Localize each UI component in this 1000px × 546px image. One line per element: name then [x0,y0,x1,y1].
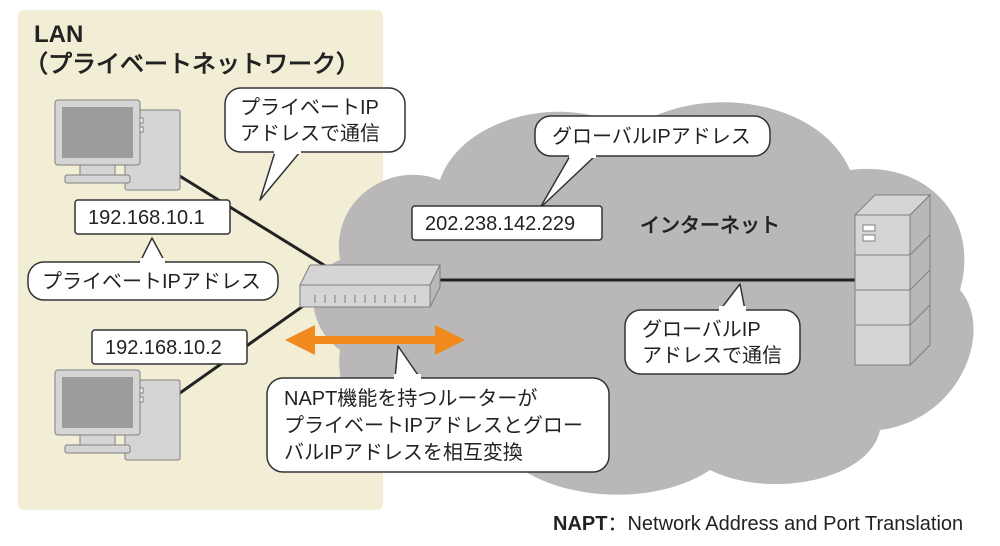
global-ip-label: グローバルIPアドレス [552,125,751,148]
napt-desc-l2: プライベートIPアドレスとグロー [284,414,583,437]
pc1-icon [55,100,180,190]
lan-title-1: LAN [34,21,83,48]
ip-box-pc1: 192.168.10.1 [75,200,230,234]
diagram-canvas: LAN （プライベートネットワーク） 192.168.10.1 192.168.… [0,0,1000,546]
napt-desc-l3: バルIPアドレスを相互変換 [284,441,523,464]
ip-box-pc2: 192.168.10.2 [92,330,247,364]
pc2-icon [55,370,180,460]
global-comm-l2: アドレスで通信 [642,344,782,367]
ip-box-global: 202.238.142.229 [412,206,602,240]
global-comm-l1: グローバルIP [642,318,761,341]
napt-desc-l1: NAPT機能を持つルーターが [284,387,537,410]
router-icon [300,265,440,307]
private-comm-l2: アドレスで通信 [240,122,380,145]
private-ip-label: プライベートIPアドレス [42,271,261,293]
server-icon [855,195,930,365]
global-ip: 202.238.142.229 [425,213,575,235]
internet-label: インターネット [640,214,780,237]
legend: NAPT：Network Address and Port Translatio… [553,513,963,535]
private-comm-l1: プライベートIP [240,97,379,119]
pc1-ip: 192.168.10.1 [88,207,205,229]
lan-title-2: （プライベートネットワーク） [24,51,360,78]
pc2-ip: 192.168.10.2 [105,337,222,359]
